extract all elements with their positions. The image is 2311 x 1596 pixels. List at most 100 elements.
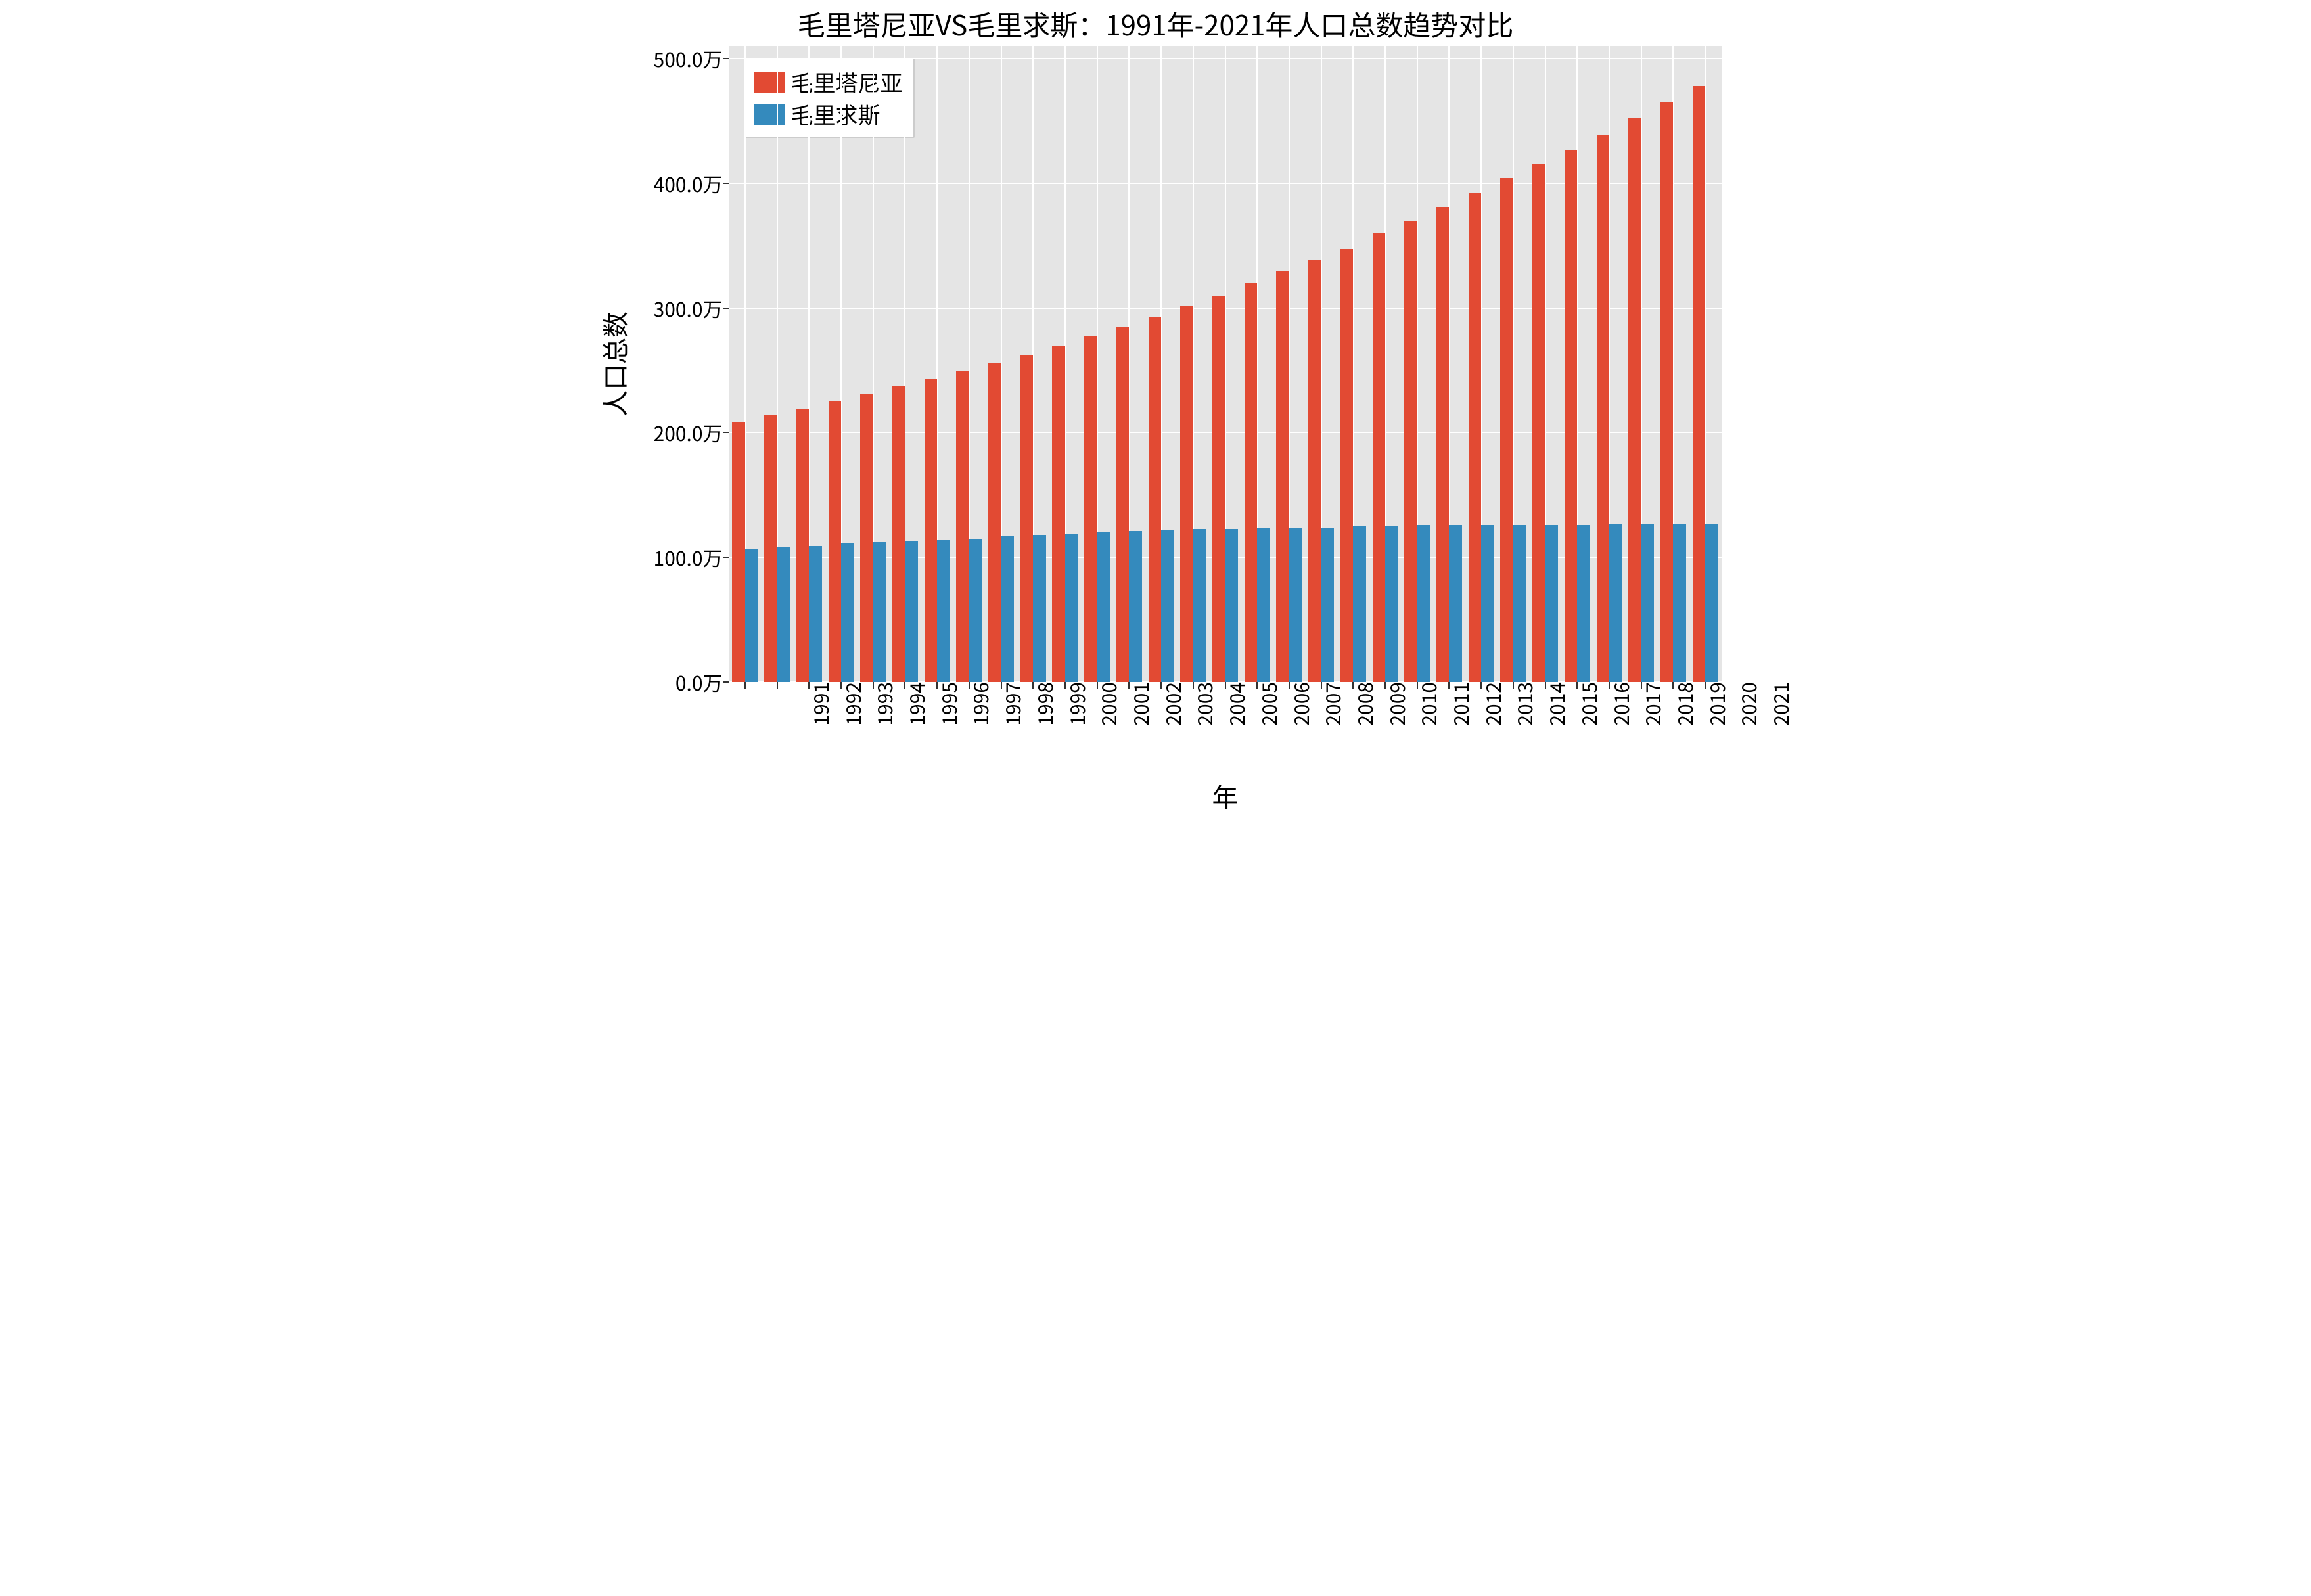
bar-series-a [1245,283,1257,682]
x-tick-label: 2004 [1214,682,1250,726]
x-tick-mark [1321,682,1322,689]
bar-series-a [892,386,905,682]
bar-series-a [796,409,809,682]
bar-series-b [1097,532,1110,682]
x-tick-mark [1001,682,1002,689]
x-tick-label: 1991 [798,682,835,726]
x-tick-mark [1352,682,1354,689]
bar-series-b [969,539,982,682]
bar-series-b [1321,528,1334,682]
y-tick-label: 400.0万 [654,169,729,198]
legend: 毛里塔尼亚毛里求斯 [745,58,915,138]
x-tick-label: 1993 [861,682,898,726]
x-tick-mark [1225,682,1226,689]
chart-container: 毛里塔尼亚VS毛里求斯：1991年-2021年人口总数趋势对比 毛里塔尼亚毛里求… [578,0,1733,798]
x-tick-mark [840,682,842,689]
bar-series-a [1116,327,1129,682]
x-tick-label: 1998 [1022,682,1059,726]
bar-series-a [1660,102,1673,682]
bar-series-b [1289,528,1302,682]
bar-series-a [764,415,777,682]
legend-swatch [754,72,785,93]
bar-series-a [1276,271,1289,682]
x-tick-mark [1256,682,1258,689]
bar-series-a [1308,260,1321,682]
bar-series-a [1373,233,1385,682]
x-tick-label: 2001 [1118,682,1155,726]
bar-series-a [1052,346,1064,682]
x-tick-label: 2010 [1406,682,1442,726]
y-tick-label: 200.0万 [654,418,729,447]
bar-series-a [1404,221,1417,682]
bar-series-b [777,547,790,682]
x-tick-mark [1160,682,1162,689]
x-tick-label: 1994 [894,682,930,726]
bar-series-b [1001,536,1014,682]
x-tick-mark [1480,682,1482,689]
bar-series-b [1609,524,1622,682]
bar-series-a [1532,164,1545,682]
bar-series-b [1129,531,1141,682]
x-tick-mark [1641,682,1642,689]
bar-series-b [1577,525,1590,682]
x-tick-mark [1448,682,1450,689]
x-tick-mark [1097,682,1098,689]
bar-series-a [1149,317,1161,682]
bar-series-a [988,363,1001,682]
x-tick-mark [1289,682,1290,689]
x-tick-mark [1513,682,1514,689]
bar-series-a [732,422,744,682]
bar-series-b [905,541,917,682]
legend-label: 毛里求斯 [791,98,881,130]
bar-series-b [1161,530,1174,682]
x-tick-mark [777,682,778,689]
x-tick-mark [936,682,938,689]
x-tick-mark [1705,682,1706,689]
x-tick-mark [1384,682,1386,689]
bar-series-b [1385,526,1398,682]
x-tick-label: 2007 [1310,682,1346,726]
bar-series-b [1065,534,1078,682]
x-tick-mark [1545,682,1546,689]
x-tick-label: 2018 [1662,682,1699,726]
bar-series-a [1084,336,1097,682]
bar-series-a [1469,193,1481,682]
bar-series-a [860,394,873,682]
bar-series-a [1436,207,1449,682]
legend-swatch [754,104,785,125]
x-tick-mark [1064,682,1066,689]
bar-series-b [1673,524,1685,682]
bar-series-b [1257,528,1270,682]
bar-series-b [1193,529,1206,682]
bar-series-b [873,542,886,682]
y-tick-label: 500.0万 [654,44,729,73]
x-tick-label: 1996 [958,682,995,726]
x-tick-label: 2017 [1630,682,1666,726]
x-tick-mark [1417,682,1418,689]
bar-series-b [809,546,821,682]
bar-series-b [745,549,758,682]
x-tick-label: 2008 [1342,682,1379,726]
x-tick-mark [873,682,874,689]
x-tick-label: 2000 [1086,682,1122,726]
y-axis-label: 人口总数 [595,311,633,417]
x-tick-label: 2015 [1566,682,1603,726]
bar-series-b [1449,525,1461,682]
y-tick-label: 300.0万 [654,294,729,323]
bar-series-b [841,543,854,682]
bar-series-b [1481,525,1494,682]
x-tick-mark [1609,682,1610,689]
y-tick-label: 100.0万 [654,543,729,572]
bar-series-a [1628,118,1641,682]
bar-series-b [1033,535,1045,682]
x-tick-label: 2011 [1438,682,1475,726]
plot-area: 毛里塔尼亚毛里求斯 0.0万100.0万200.0万300.0万400.0万50… [729,46,1722,682]
bar-series-a [1212,296,1225,682]
bar-series-a [956,371,969,682]
bar-series-b [1417,525,1430,682]
bar-series-a [1020,355,1033,682]
bar-series-a [1565,150,1577,682]
x-tick-mark [904,682,905,689]
bar-series-a [1340,249,1353,682]
chart-title: 毛里塔尼亚VS毛里求斯：1991年-2021年人口总数趋势对比 [578,4,1733,44]
